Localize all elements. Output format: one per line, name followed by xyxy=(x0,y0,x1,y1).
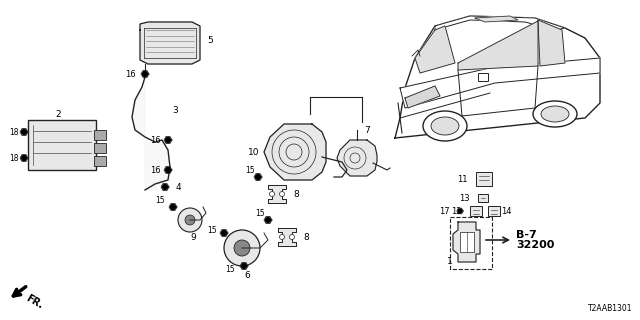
Polygon shape xyxy=(400,58,600,108)
Bar xyxy=(488,206,500,216)
Text: 17: 17 xyxy=(438,206,449,215)
Polygon shape xyxy=(337,140,377,176)
Circle shape xyxy=(280,191,285,196)
Text: 16: 16 xyxy=(150,135,160,145)
Circle shape xyxy=(143,71,147,76)
Circle shape xyxy=(178,208,202,232)
Polygon shape xyxy=(458,21,538,70)
Ellipse shape xyxy=(423,111,467,141)
Text: 32200: 32200 xyxy=(516,240,554,250)
Bar xyxy=(478,194,488,202)
Polygon shape xyxy=(405,86,440,108)
Circle shape xyxy=(22,156,26,161)
Ellipse shape xyxy=(533,101,577,127)
Circle shape xyxy=(280,235,285,239)
Text: B-7: B-7 xyxy=(516,230,537,240)
Text: 15: 15 xyxy=(207,226,217,235)
Ellipse shape xyxy=(431,117,459,135)
Text: 16: 16 xyxy=(125,69,135,78)
Text: 6: 6 xyxy=(244,271,250,281)
Text: 18: 18 xyxy=(9,154,19,163)
Circle shape xyxy=(170,204,175,210)
Text: 10: 10 xyxy=(248,148,260,156)
Text: 9: 9 xyxy=(190,233,196,242)
Polygon shape xyxy=(278,228,296,246)
Circle shape xyxy=(22,130,26,134)
Bar xyxy=(450,217,492,269)
Circle shape xyxy=(166,138,170,142)
Polygon shape xyxy=(415,26,455,73)
Text: 12: 12 xyxy=(451,206,461,215)
Polygon shape xyxy=(132,77,170,190)
Circle shape xyxy=(166,167,170,172)
Text: 8: 8 xyxy=(303,233,309,242)
Text: 15: 15 xyxy=(155,196,165,204)
Text: 16: 16 xyxy=(150,165,160,174)
Text: 3: 3 xyxy=(172,106,178,115)
Polygon shape xyxy=(268,185,286,203)
Polygon shape xyxy=(538,20,565,66)
Text: 15: 15 xyxy=(255,209,265,218)
Text: 15: 15 xyxy=(225,266,235,275)
Text: 13: 13 xyxy=(459,194,469,203)
Text: 15: 15 xyxy=(245,165,255,174)
Bar xyxy=(460,232,474,252)
Circle shape xyxy=(241,263,246,268)
Ellipse shape xyxy=(541,106,569,122)
Polygon shape xyxy=(475,16,518,22)
Circle shape xyxy=(163,185,168,189)
Circle shape xyxy=(221,230,227,236)
Text: 4: 4 xyxy=(175,182,181,191)
Polygon shape xyxy=(453,222,480,262)
Text: 8: 8 xyxy=(293,189,299,198)
Circle shape xyxy=(234,240,250,256)
Polygon shape xyxy=(140,22,200,64)
Bar xyxy=(478,73,488,81)
Bar xyxy=(476,172,492,186)
Text: 2: 2 xyxy=(55,109,61,118)
Text: FR.: FR. xyxy=(24,293,45,311)
Bar xyxy=(94,143,106,153)
Circle shape xyxy=(224,230,260,266)
Circle shape xyxy=(289,235,294,239)
Text: 5: 5 xyxy=(207,36,213,44)
Text: 14: 14 xyxy=(500,206,511,215)
Circle shape xyxy=(458,209,462,213)
Text: 18: 18 xyxy=(9,127,19,137)
Polygon shape xyxy=(435,16,565,30)
Text: T2AAB1301: T2AAB1301 xyxy=(588,304,632,313)
Circle shape xyxy=(266,218,271,222)
Bar xyxy=(94,156,106,166)
Polygon shape xyxy=(264,124,326,180)
Text: 7: 7 xyxy=(364,125,370,134)
Bar xyxy=(94,130,106,140)
Bar xyxy=(28,120,96,170)
Polygon shape xyxy=(395,16,600,138)
Circle shape xyxy=(269,191,275,196)
Bar xyxy=(470,206,482,216)
Text: 11: 11 xyxy=(457,174,467,183)
Text: 1: 1 xyxy=(447,258,453,267)
Circle shape xyxy=(185,215,195,225)
Circle shape xyxy=(255,174,260,180)
